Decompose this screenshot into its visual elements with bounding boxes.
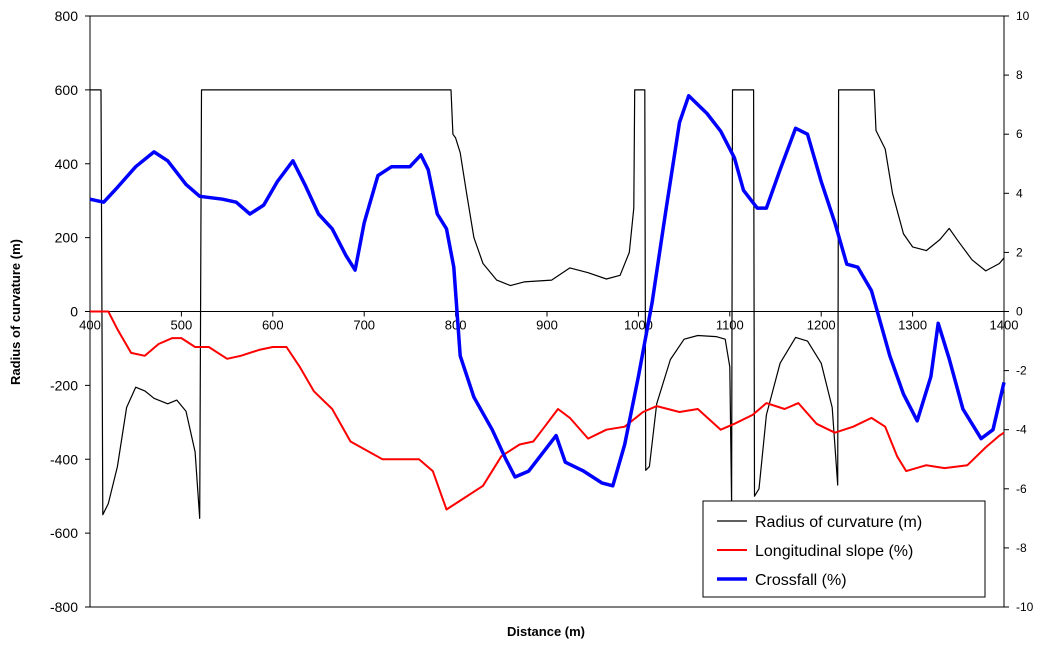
series-line-2 xyxy=(90,310,1005,511)
x-tick-label: 400 xyxy=(79,318,101,333)
x-tick-label: 1200 xyxy=(807,318,836,333)
y-left-tick-label: -600 xyxy=(50,525,78,541)
x-tick-label: 1400 xyxy=(990,318,1019,333)
y-left-tick-label: 800 xyxy=(55,8,79,24)
legend-label: Longitudinal slope (%) xyxy=(755,543,913,560)
x-tick-label: 700 xyxy=(353,318,375,333)
y-left-tick-label: 0 xyxy=(70,304,78,320)
x-tick-label: 600 xyxy=(262,318,284,333)
x-tick-label: 500 xyxy=(171,318,193,333)
y-right-tick-label: -2 xyxy=(1016,364,1027,378)
x-tick-label: 800 xyxy=(445,318,467,333)
y-right-tick-label: 4 xyxy=(1016,186,1023,200)
y-right-tick-label: -6 xyxy=(1016,482,1027,496)
y-right-tick-label: -10 xyxy=(1016,600,1034,614)
y-right-tick-label: 8 xyxy=(1016,68,1023,82)
y-left-tick-label: -400 xyxy=(50,451,78,467)
legend-label: Crossfall (%) xyxy=(755,572,847,589)
y-right-tick-label: -8 xyxy=(1016,541,1027,555)
legend-box xyxy=(702,500,986,598)
series-line-1 xyxy=(90,89,1005,519)
y-right-tick-label: 2 xyxy=(1016,245,1023,259)
y-left-tick-label: 600 xyxy=(55,82,79,98)
y-right-tick-label: 10 xyxy=(1016,9,1030,23)
x-tick-label: 900 xyxy=(536,318,558,333)
x-axis-label: Distance (m) xyxy=(507,624,585,639)
legend-label: Radius of curvature (m) xyxy=(755,514,922,531)
y-left-tick-label: 400 xyxy=(55,156,79,172)
y-left-tick-label: 200 xyxy=(55,230,79,246)
series-lines xyxy=(89,89,1006,519)
x-tick-label: 1100 xyxy=(716,318,744,333)
legend: Radius of curvature (m) Longitudinal slop… xyxy=(702,500,986,598)
y-right-tick-label: 0 xyxy=(1016,305,1023,319)
y-left-tick-label: -200 xyxy=(50,377,78,393)
y-right-tick-label: 6 xyxy=(1016,127,1023,141)
x-tick-label: 1300 xyxy=(898,318,927,333)
tick-labels: -800 -600 -400 -200 0 200 400 600 800 -10 -8 -6 -4 -2… xyxy=(50,8,1034,615)
y-left-tick-label: -800 xyxy=(50,599,78,615)
y-right-tick-label: -4 xyxy=(1016,423,1027,437)
series-line-3 xyxy=(89,94,1006,488)
y-axis-label: Radius of curvature (m) xyxy=(8,239,23,385)
